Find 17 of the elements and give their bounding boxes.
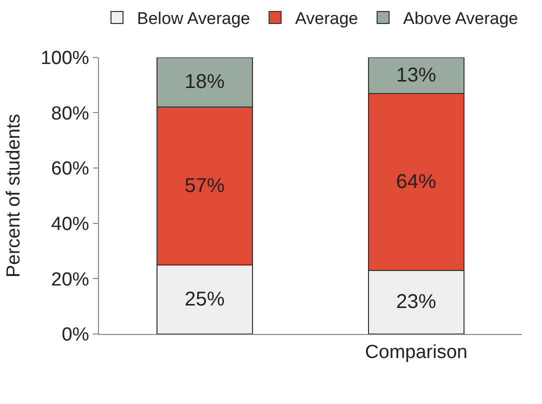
data-label: 64%	[396, 170, 436, 193]
legend-label: Above Average	[403, 9, 518, 28]
data-label: 23%	[396, 291, 436, 314]
data-label: 18%	[184, 71, 225, 94]
data-label: 25%	[184, 288, 225, 310]
data-label: 13%	[396, 64, 436, 86]
y-tick-label: 60%	[51, 158, 90, 180]
y-tick-label: 40%	[51, 214, 90, 235]
y-axis-title: Percent of students	[3, 114, 24, 278]
y-tick-label: 0%	[62, 324, 90, 346]
legend-label: Below Average	[137, 9, 250, 28]
y-tick-label: 100%	[40, 48, 90, 69]
legend-label: Average	[295, 9, 358, 28]
data-label: 57%	[184, 174, 225, 197]
y-tick-label: 20%	[51, 269, 90, 290]
x-tick-label: Comparison	[365, 342, 468, 363]
y-tick-label: 80%	[51, 103, 90, 124]
